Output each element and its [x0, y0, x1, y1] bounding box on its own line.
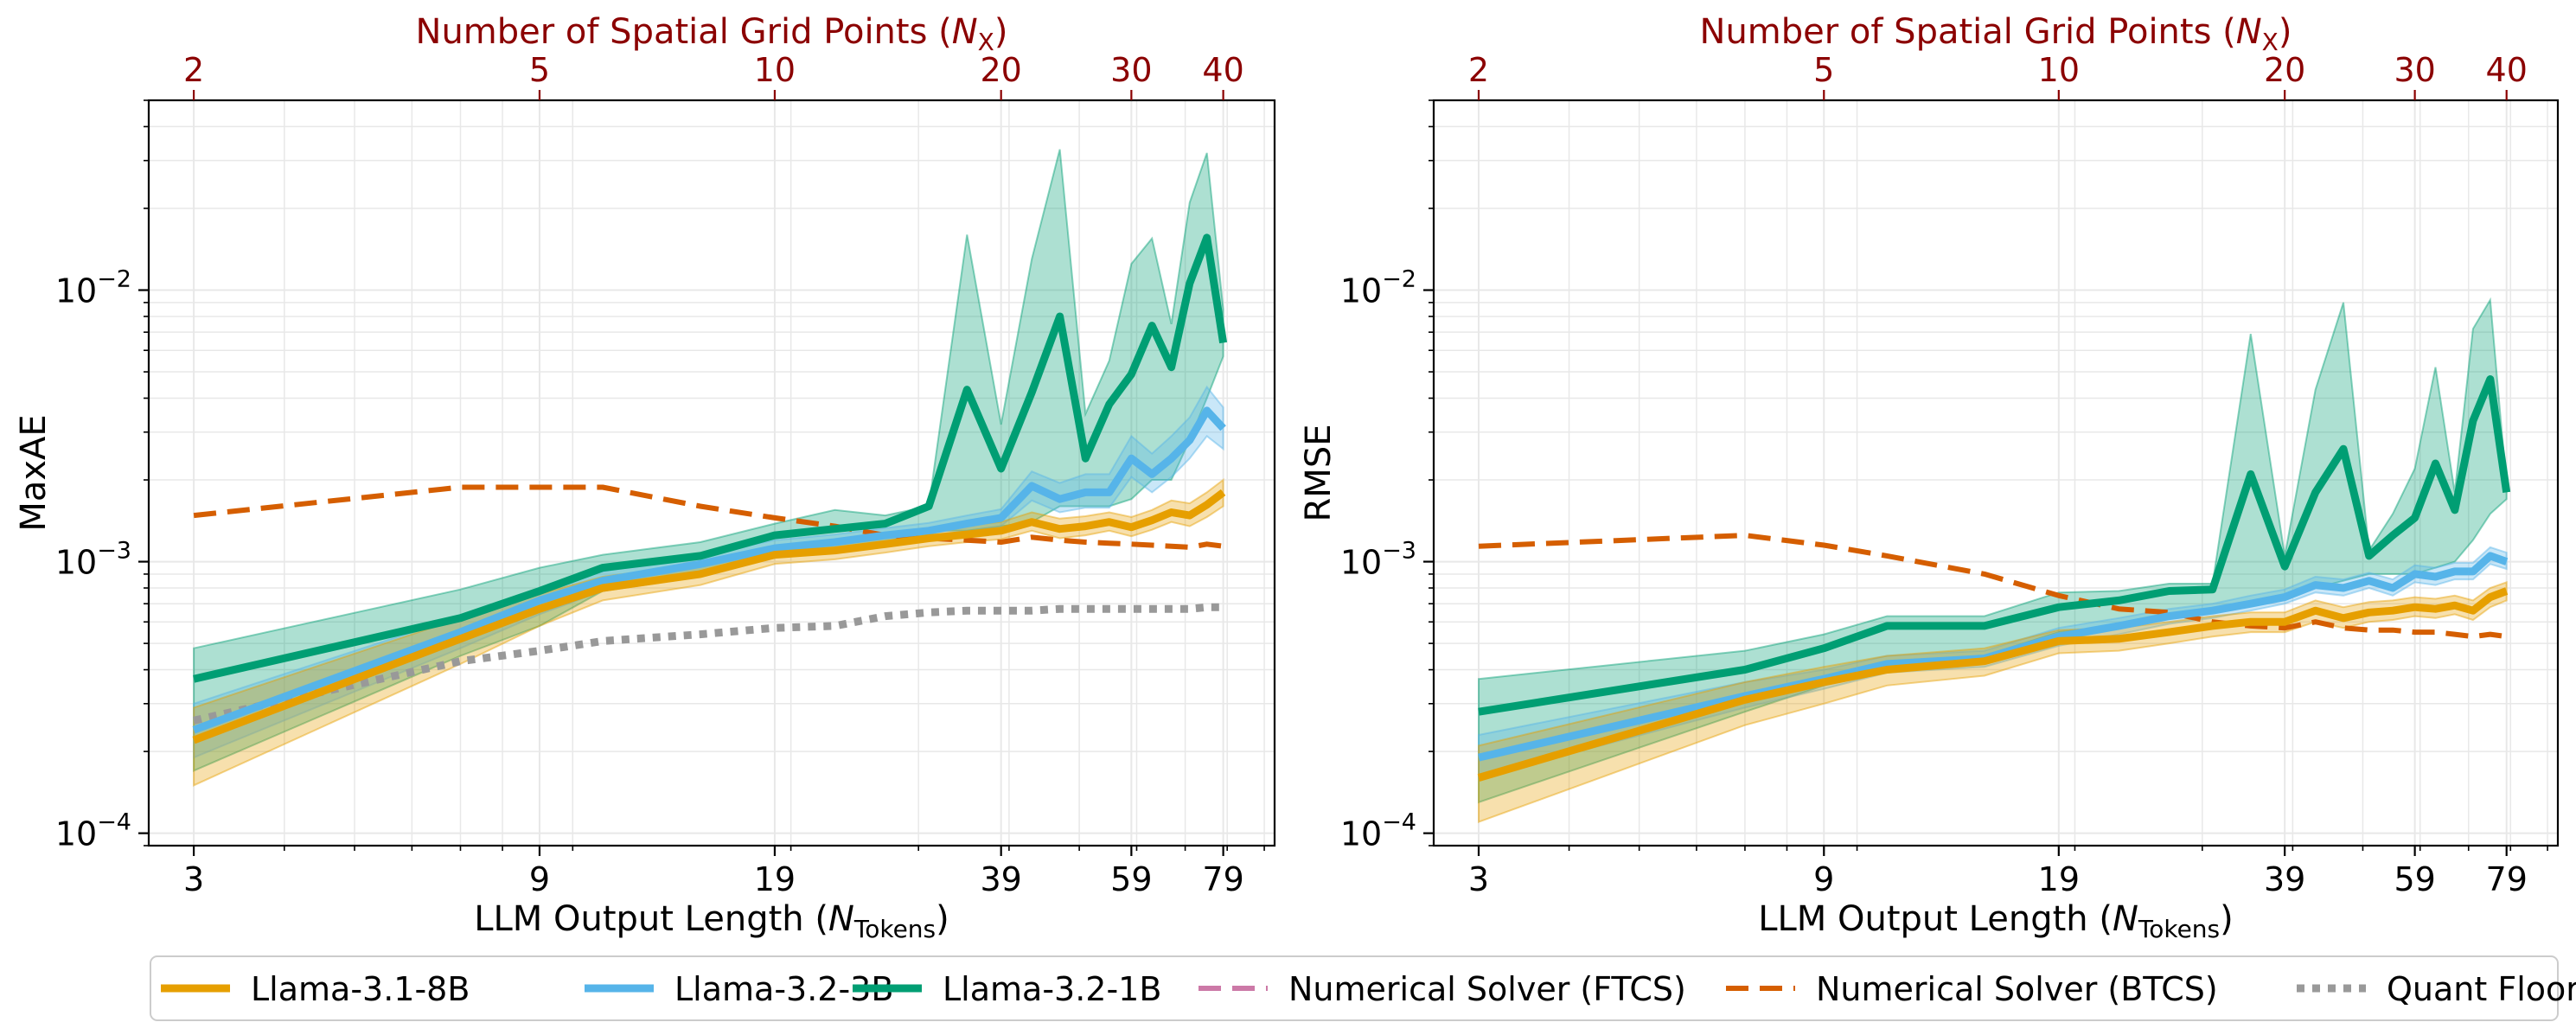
line-numerical-solver-btcs-	[193, 484, 1224, 550]
line-numerical-solver-btcs-	[1478, 533, 2508, 640]
top-tick-label: 2	[183, 51, 204, 89]
top-tick-label: 10	[2038, 51, 2080, 89]
top-tick-label: 30	[2394, 51, 2435, 89]
y-tick-label: 10−3	[1340, 538, 1416, 582]
line-llama-3-2-3b	[1477, 552, 2509, 762]
y-axis-label: MaxAE	[14, 414, 54, 531]
top-tick-label: 5	[529, 51, 550, 89]
x-tick-label: 79	[1202, 860, 1243, 898]
legend-label: Llama-3.1-8B	[251, 970, 470, 1008]
y-tick-label: 10−2	[55, 266, 131, 310]
y-axis-label: RMSE	[1299, 425, 1339, 522]
line-llama-3-1-8b	[1477, 587, 2509, 782]
legend-box	[150, 955, 2559, 1021]
y-tick-label: 10−4	[55, 809, 131, 853]
legend-item-numerical-solver-btcs-: Numerical Solver (BTCS)	[1726, 970, 2218, 1008]
x-tick-label: 19	[2038, 860, 2080, 898]
line-llama-3-2-3b	[192, 406, 1226, 734]
top-tick-label: 5	[1813, 51, 1834, 89]
x-axis-label: LLM Output Length (NTokens)	[1758, 899, 2234, 943]
plot-area	[1477, 297, 2511, 824]
legend-item-llama-3-2-1b: Llama-3.2-1B	[853, 970, 1161, 1008]
x-tick-label: 59	[1110, 860, 1152, 898]
line-llama-3-1-8b	[192, 489, 1226, 744]
top-tick-label: 40	[2486, 51, 2528, 89]
top-tick-label: 2	[1468, 51, 1489, 89]
axes-frame	[147, 99, 1276, 847]
x-tick-label: 3	[1468, 860, 1489, 898]
top-tick-label: 20	[981, 51, 1022, 89]
legend-label: Llama-3.2-1B	[943, 970, 1161, 1008]
line-llama-3-2-1b	[193, 233, 1228, 683]
x-tick-label: 9	[1813, 860, 1834, 898]
top-axis: 2 5 10 20 30 40 Number of Spatial Grid Points …	[1468, 12, 2528, 100]
axes-frame	[1432, 99, 2560, 847]
x-tick-label: 3	[183, 860, 204, 898]
x-axis-label: LLM Output Length (NTokens)	[474, 899, 949, 943]
legend: Llama-3.1-8B Llama-3.2-3B Llama-3.2-1B Nume…	[150, 955, 2576, 1021]
top-tick-label: 10	[754, 51, 796, 89]
y-tick-label: 10−2	[1340, 266, 1416, 310]
plot-area	[192, 149, 1228, 787]
legend-label: Numerical Solver (BTCS)	[1816, 970, 2218, 1008]
line-quant-floor	[193, 603, 1224, 725]
y-tick-label: 10−4	[1340, 809, 1416, 853]
x-tick-label: 79	[2486, 860, 2528, 898]
y-axis: 10−4 10−3 10−2 MaxAE	[14, 99, 149, 853]
top-axis: 2 5 10 20 30 40 Number of Spatial Grid Points …	[183, 12, 1244, 100]
y-axis: 10−4 10−3 10−2 RMSE	[1299, 99, 1434, 853]
x-tick-label: 39	[2264, 860, 2305, 898]
top-tick-label: 40	[1202, 51, 1243, 89]
x-tick-label: 19	[754, 860, 796, 898]
legend-label: Numerical Solver (FTCS)	[1288, 970, 1686, 1008]
x-tick-label: 39	[981, 860, 1022, 898]
x-tick-label: 9	[529, 860, 550, 898]
line-llama-3-2-1b	[1478, 375, 2511, 716]
legend-label: Quant Floor	[2387, 970, 2576, 1008]
legend-item-quant-floor: Quant Floor	[2297, 970, 2576, 1008]
x-tick-label: 59	[2394, 860, 2435, 898]
top-tick-label: 30	[1110, 51, 1152, 89]
y-tick-label: 10−3	[55, 538, 131, 582]
grid	[1434, 99, 2558, 847]
legend-item-llama-3-1-8b: Llama-3.1-8B	[161, 970, 470, 1008]
top-axis-label: Number of Spatial Grid Points (NX)	[416, 12, 1008, 56]
top-tick-label: 20	[2264, 51, 2305, 89]
top-axis-label: Number of Spatial Grid Points (NX)	[1700, 12, 2292, 56]
legend-item-numerical-solver-ftcs-: Numerical Solver (FTCS)	[1199, 970, 1686, 1008]
